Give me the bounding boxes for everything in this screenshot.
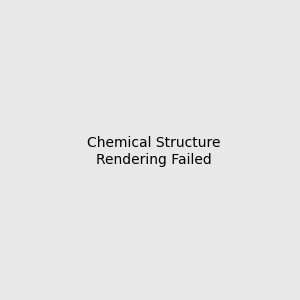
Text: Chemical Structure
Rendering Failed: Chemical Structure Rendering Failed bbox=[87, 136, 220, 166]
